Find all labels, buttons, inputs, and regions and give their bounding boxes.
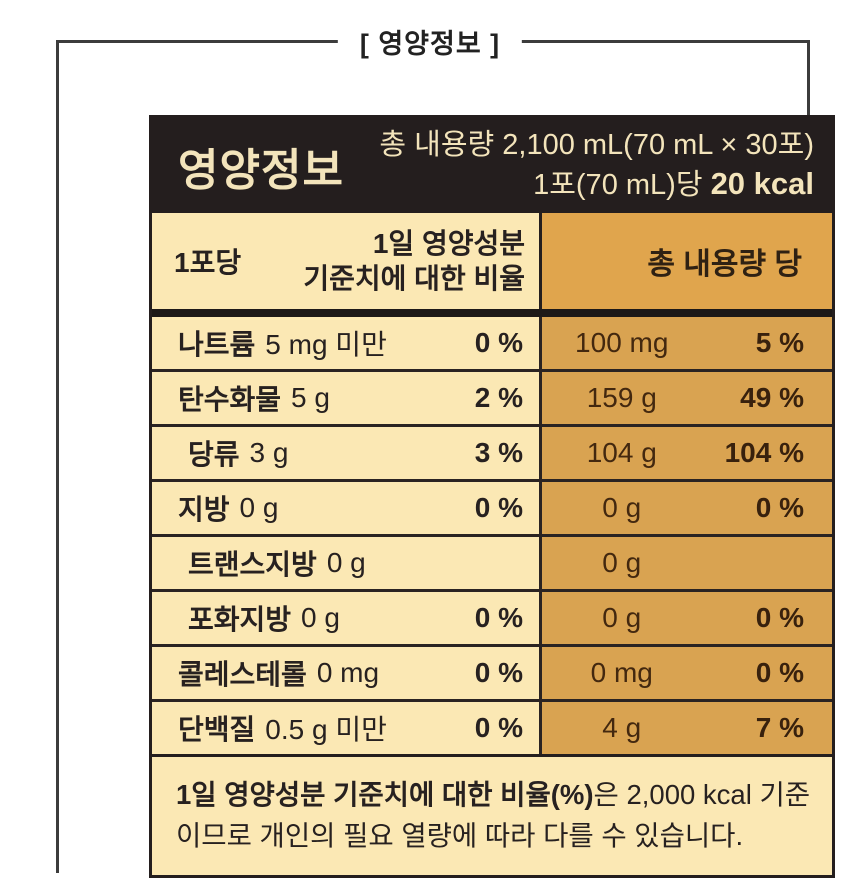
footnote-bold: 1일 영양성분 기준치에 대한 비율(%) [176, 779, 594, 810]
nutrient-daily-value: 3 % [474, 437, 523, 468]
nutrient-name: 당류 [188, 439, 240, 470]
nutrient-amount: 0 g [301, 602, 340, 633]
row-left-cell: 트랜스지방 0 g [152, 537, 539, 589]
nutrient-amount: 0 mg [316, 657, 380, 688]
per-serving-column-label: 1포당 [174, 247, 242, 278]
row-right-cell: 0 g 0 % [539, 592, 832, 644]
outer-frame: 영양정보 총 내용량 2,100 mL(70 mL × 30포) 1포(70 m… [56, 40, 835, 878]
total-amount: 104 g [586, 437, 657, 468]
nutrient-name: 단백질 [178, 714, 256, 745]
row-left-cell: 탄수화물 5 g 2 % [152, 372, 539, 424]
nutrient-daily-value: 0 % [474, 712, 523, 743]
nutrient-daily-value: 0 % [474, 327, 523, 358]
row-left-cell: 나트륨 5 mg 미만 0 % [152, 317, 539, 369]
nutrient-name: 지방 [178, 494, 230, 525]
total-daily-value: 5 % [755, 327, 804, 358]
total-daily-value: 0 % [755, 492, 804, 523]
total-amount: 100 mg [575, 327, 669, 358]
column-header-left: 1포당 1일 영양성분 기준치에 대한 비율 [152, 213, 539, 309]
nutrient-amount: 0 g [239, 492, 279, 523]
total-volume-line: 총 내용량 2,100 mL(70 mL × 30포) [379, 128, 814, 161]
footnote-rest: 은 2,000 kcal 기준 이므로 개인의 필요 열량에 따라 다를 수 있… [176, 779, 811, 852]
nutrient-amount: 0 g [326, 547, 366, 578]
row-right-cell: 0 g 0 % [539, 482, 832, 534]
total-daily-value: 104 % [724, 437, 804, 468]
nutrient-name: 트랜스지방 [188, 549, 317, 580]
per-serving-line: 1포(70 mL)당 20 kcal [379, 164, 814, 204]
total-daily-value: 49 % [740, 382, 804, 413]
row-left-cell: 포화지방 0 g 0 % [152, 592, 539, 644]
table-row: 지방 0 g 0 % 0 g 0 % [152, 482, 832, 537]
panel-title: 영양정보 [178, 145, 344, 195]
total-amount: 159 g [586, 382, 657, 413]
daily-value-column-label: 1일 영양성분 기준치에 대한 비율 [303, 226, 525, 296]
nutrient-amount: 0.5 g 미만 [265, 714, 387, 745]
total-amount: 4 g [602, 712, 642, 743]
nutrient-name: 탄수화물 [178, 384, 282, 415]
total-amount: 0 g [602, 547, 642, 578]
nutrient-daily-value: 2 % [474, 382, 523, 413]
table-row: 당류 3 g 3 % 104 g 104 % [152, 427, 832, 482]
per-serving-prefix: 1포(70 mL)당 [533, 169, 711, 201]
row-left-cell: 당류 3 g 3 % [152, 427, 539, 479]
table-row: 콜레스테롤 0 mg 0 % 0 mg 0 % [152, 647, 832, 702]
row-right-cell: 104 g 104 % [539, 427, 832, 479]
row-left-cell: 지방 0 g 0 % [152, 482, 539, 534]
row-right-cell: 0 g [539, 537, 832, 589]
total-daily-value: 0 % [755, 602, 804, 633]
nutrient-amount: 5 mg 미만 [265, 329, 387, 360]
column-header-row: 1포당 1일 영양성분 기준치에 대한 비율 총 내용량 당 [152, 213, 832, 317]
nutrient-daily-value: 0 % [474, 657, 523, 688]
total-amount: 0 mg [590, 657, 653, 688]
nutrient-name: 포화지방 [188, 604, 292, 635]
nutrient-daily-value: 0 % [474, 602, 523, 633]
nutrient-daily-value: 0 % [474, 492, 523, 523]
total-amount: 0 g [602, 602, 642, 633]
row-right-cell: 100 mg 5 % [539, 317, 832, 369]
daily-value-line1: 1일 영양성분 [372, 228, 525, 259]
nutrition-panel: 영양정보 총 내용량 2,100 mL(70 mL × 30포) 1포(70 m… [149, 115, 835, 878]
panel-header: 영양정보 총 내용량 2,100 mL(70 mL × 30포) 1포(70 m… [152, 118, 832, 213]
table-row: 나트륨 5 mg 미만 0 % 100 mg 5 % [152, 317, 832, 372]
total-daily-value: 0 % [755, 657, 804, 688]
table-row: 단백질 0.5 g 미만 0 % 4 g 7 % [152, 702, 832, 757]
total-amount: 0 g [602, 492, 642, 523]
nutrient-name: 콜레스테롤 [178, 659, 307, 690]
nutrition-rows: 나트륨 5 mg 미만 0 % 100 mg 5 % 탄수화물 5 g 2 % … [152, 317, 832, 757]
row-left-cell: 콜레스테롤 0 mg 0 % [152, 647, 539, 699]
footnote: 1일 영양성분 기준치에 대한 비율(%)은 2,000 kcal 기준 이므로… [152, 757, 832, 875]
nutrient-amount: 3 g [249, 437, 289, 468]
total-daily-value: 7 % [755, 712, 804, 743]
table-row: 포화지방 0 g 0 % 0 g 0 % [152, 592, 832, 647]
table-row: 탄수화물 5 g 2 % 159 g 49 % [152, 372, 832, 427]
per-total-column-label: 총 내용량 당 [539, 213, 832, 309]
table-row: 트랜스지방 0 g 0 g [152, 537, 832, 592]
nutrient-name: 나트륨 [178, 329, 256, 360]
row-right-cell: 159 g 49 % [539, 372, 832, 424]
per-serving-kcal: 20 kcal [710, 166, 814, 201]
row-left-cell: 단백질 0.5 g 미만 0 % [152, 702, 539, 754]
row-right-cell: 4 g 7 % [539, 702, 832, 754]
nutrient-amount: 5 g [291, 382, 330, 413]
page-title: [ 영양정보 ] [337, 22, 523, 61]
serving-info: 총 내용량 2,100 mL(70 mL × 30포) 1포(70 mL)당 2… [379, 127, 814, 204]
row-right-cell: 0 mg 0 % [539, 647, 832, 699]
daily-value-line2: 기준치에 대한 비율 [303, 263, 525, 294]
